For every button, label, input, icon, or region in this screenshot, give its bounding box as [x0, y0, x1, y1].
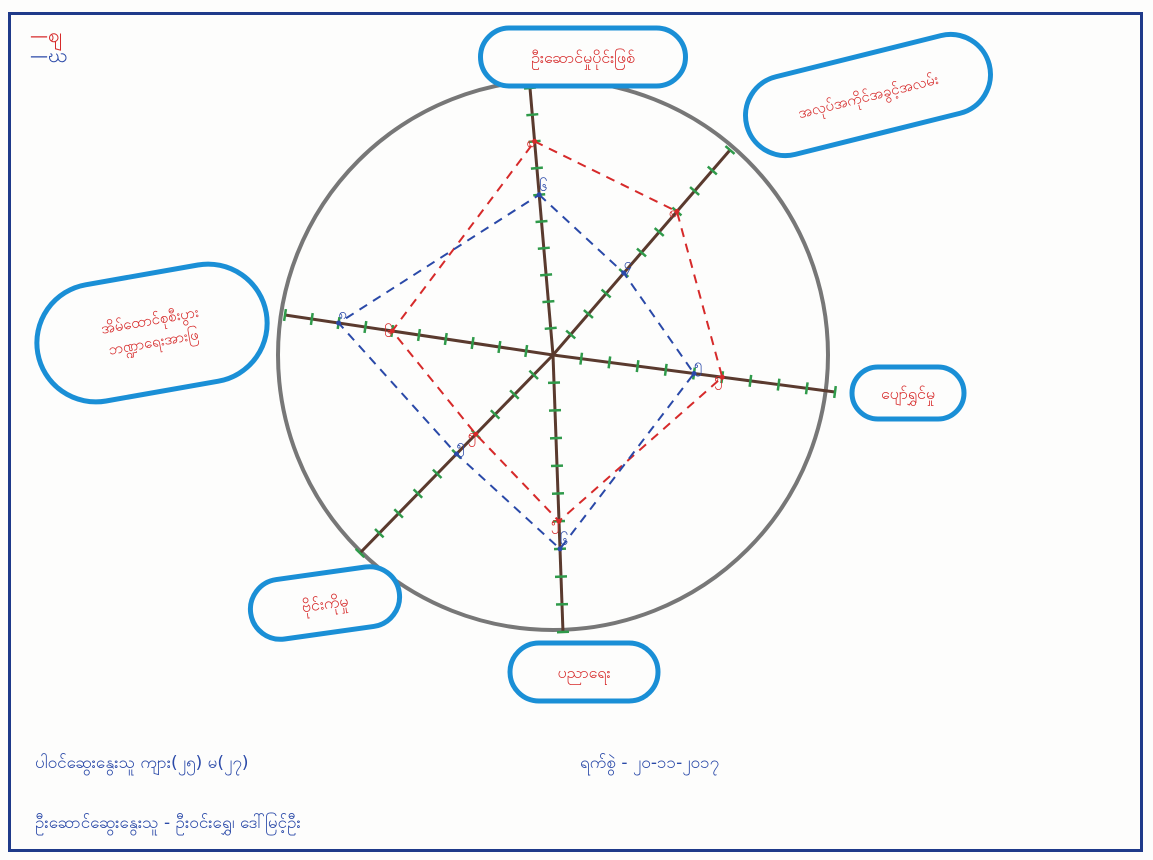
tick-top-2 [542, 299, 555, 304]
tick-top_right-2 [583, 309, 594, 319]
tick-top_right-6 [653, 227, 665, 237]
series-0-point-bottom [556, 518, 562, 524]
tick-left-3 [470, 336, 475, 350]
series-1-point-top [536, 192, 542, 198]
series-0-point-top_right [674, 209, 680, 214]
series-0-label-bottom: ၅ [551, 513, 559, 534]
tick-left-1 [524, 344, 529, 358]
tick-right-1 [579, 352, 584, 365]
series-0-point-right [719, 374, 725, 380]
series-1-label-top_right: ၄ [624, 255, 632, 276]
legend-red-dash: — [30, 26, 48, 47]
cloud-outline-bottom [507, 640, 661, 704]
tick-right-3 [635, 359, 640, 373]
series-0-point-bottom_left [473, 431, 479, 437]
tick-right-4 [663, 363, 668, 376]
tick-top_right-5 [636, 247, 647, 258]
axis-label-right: ပျော်ရွှင်မှု [881, 384, 935, 406]
tick-bottom_left-7 [412, 488, 424, 499]
tick-top-4 [537, 246, 550, 250]
axis-label-cloud-right: ပျော်ရွှင်မှု [849, 364, 967, 422]
tick-right-2 [607, 356, 612, 369]
series-1-point-bottom_left [454, 451, 459, 457]
footer-facilitators: ဦးဆောင်ဆွေးနွေးသူ - ဦးဝင်းရွှေ၊ ဒေါ်မြင့… [35, 811, 301, 836]
footer-date: ရက်စွဲ - ၂၀-၁၁-၂၀၁၇ [580, 753, 719, 776]
tick-top-1 [544, 326, 557, 331]
tick-bottom_left-10 [354, 547, 366, 559]
series-0-label-left: ၆ [384, 323, 392, 341]
tick-top_right-9 [706, 165, 718, 176]
series-1-label-bottom_left: ၅ [456, 436, 464, 457]
series-0-point-top [532, 138, 538, 144]
series-0-label-bottom_left: ၅ [468, 426, 476, 447]
axis-label-bottom: ပညာရေး [557, 663, 610, 685]
series-0-label-right: ၅ [714, 369, 722, 390]
series-1-label-right: ၅ [694, 356, 702, 377]
footer-participants: ပါဝင်ဆွေးနွေးသူ ကျား(၂၅) မ(၂၇) [35, 752, 249, 776]
page-frame [8, 12, 1143, 852]
tick-top-9 [526, 112, 539, 117]
series-1-label-left: ၈ [338, 305, 347, 323]
series-1-point-right [691, 371, 697, 376]
axis-label-cloud-left: အိမ်ထောင်စုစီးပွားဘဏ္ဍာရေးအားဖြ [34, 261, 270, 405]
tick-top-7 [530, 166, 543, 170]
tick-right-10 [832, 385, 838, 399]
cloud-outline-top_right [743, 31, 993, 159]
tick-left-2 [497, 340, 502, 354]
axis-label-cloud-bottom_left: ဗိုင်းကိုမှု [247, 564, 403, 642]
cloud-outline-left [34, 261, 270, 405]
tick-right-7 [748, 374, 753, 388]
tick-top_right-3 [600, 288, 612, 299]
series-1-point-bottom [557, 546, 563, 552]
tick-top_right-8 [689, 186, 700, 196]
tick-left-5 [416, 328, 422, 342]
tick-left-7 [363, 320, 368, 334]
axis-label-cloud-top_right: အလုပ်အကိုင်အခွင့်အလမ်း [743, 31, 993, 159]
tick-top-5 [535, 219, 548, 224]
cloud-outline-right [849, 364, 967, 422]
tick-left-4 [443, 332, 448, 346]
legend-red-label: ဈ [48, 23, 62, 51]
tick-bottom_left-1 [528, 369, 539, 380]
tick-bottom_left-3 [489, 409, 501, 420]
cloud-outline-bottom_left [247, 564, 403, 642]
tick-left-9 [309, 312, 314, 326]
cloud-outline-top [478, 25, 688, 89]
tick-left-10 [282, 308, 288, 322]
series-0-label-top_right: ၈ [669, 204, 678, 222]
tick-bottom_left-8 [393, 508, 404, 519]
tick-top_right-10 [724, 145, 736, 155]
tick-bottom_left-2 [509, 389, 520, 400]
tick-right-8 [776, 378, 781, 391]
axis-label-cloud-bottom: ပညာရေး [507, 640, 661, 704]
series-1-label-top: ၆ [539, 177, 547, 195]
series-0-label-top: ၈ [526, 133, 535, 151]
series-1-label-bottom: ၆ [560, 531, 568, 549]
tick-top_right-1 [565, 329, 577, 340]
tick-bottom_left-9 [374, 528, 385, 539]
tick-right-9 [804, 382, 809, 395]
axis-label-top: ဦးဆောင်မှုပိုင်းဖြစ် [531, 48, 635, 70]
axis-label-cloud-top: ဦးဆောင်မှုပိုင်းဖြစ် [478, 25, 688, 89]
tick-top-3 [540, 273, 553, 277]
series-0-point-left [389, 328, 395, 334]
legend-blue-label: ဃ [48, 43, 68, 67]
series-1-point-top_right [621, 270, 627, 276]
series-1-point-left [336, 320, 342, 326]
legend-blue-dash: — [30, 46, 48, 67]
tick-bottom_left-6 [432, 468, 443, 479]
